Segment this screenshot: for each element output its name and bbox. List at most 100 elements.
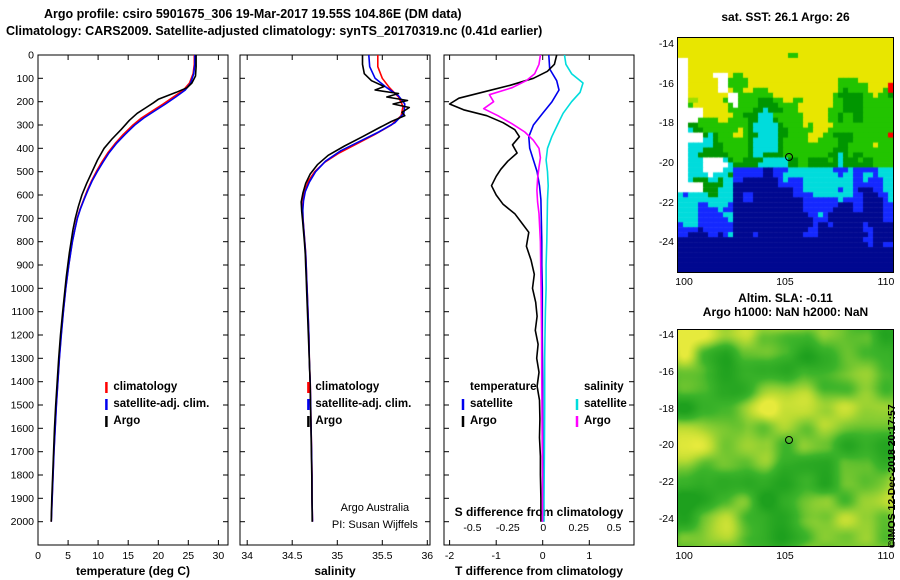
svg-text:10: 10 — [92, 550, 104, 562]
sla_map-lon-tick-label: 105 — [776, 550, 794, 562]
sla_map-lat-tick-label: -18 — [658, 402, 674, 415]
plot-frame — [239, 54, 431, 546]
svg-text:0.5: 0.5 — [607, 522, 622, 534]
svg-text:34: 34 — [241, 550, 253, 562]
sla-map — [677, 329, 894, 547]
temperature-panel: 0 5 10 15 20 25 300100200300400500600700800900… — [11, 50, 229, 578]
sla_map-lat-tick-label: -24 — [658, 512, 674, 525]
svg-text:1400: 1400 — [11, 376, 35, 388]
svg-text:climatology: climatology — [113, 381, 178, 393]
svg-text:Argo: Argo — [315, 415, 342, 427]
series-t-diff-argo — [448, 54, 558, 522]
sst_map-lon-tick-label: 105 — [776, 276, 794, 288]
profile-plots: 0 5 10 15 20 25 300100200300400500600700800900… — [11, 50, 635, 578]
svg-text:35: 35 — [331, 550, 343, 562]
imos-credit: ©IMOS 12-Dec-2018 20:17:57 — [886, 404, 898, 548]
argo-position-marker — [785, 152, 794, 161]
svg-text:1500: 1500 — [11, 400, 35, 412]
svg-text:Argo: Argo — [113, 415, 140, 427]
svg-text:-1: -1 — [492, 550, 501, 562]
svg-text:700: 700 — [16, 213, 34, 225]
page-subtitle: Climatology: CARS2009. Satellite-adjuste… — [6, 24, 543, 38]
svg-text:0: 0 — [35, 550, 41, 562]
series-satellite-adj-clim — [301, 54, 406, 522]
svg-text:satellite-adj. clim.: satellite-adj. clim. — [113, 398, 209, 410]
sla-map-title: Altim. SLA: -0.11 — [738, 291, 833, 305]
sla_map-lat-tick-label: -16 — [658, 366, 674, 379]
page-title: Argo profile: csiro 5901675_306 19-Mar-2… — [44, 7, 462, 21]
sla_map-lon-tick-label: 110 — [877, 550, 895, 562]
svg-text:5: 5 — [65, 550, 71, 562]
svg-text:1300: 1300 — [11, 353, 35, 365]
s-axis-label: S difference from climatology — [455, 505, 624, 519]
svg-text:satellite: satellite — [584, 398, 627, 410]
sst_map-lat-tick-label: -18 — [658, 117, 674, 130]
svg-text:Argo: Argo — [470, 415, 497, 427]
series-climatology — [50, 55, 196, 522]
svg-text:satellite-adj. clim.: satellite-adj. clim. — [315, 398, 411, 410]
series-t-diff-satellite — [527, 54, 560, 522]
salinity-legend: climatology satellite-adj. clim. Argo — [307, 381, 411, 427]
difference-legend: temperature satellite Argo salinity satellit… — [461, 381, 627, 427]
salinity-panel: 34 34.5 35 35.5 36 salinity climatology satelli… — [239, 54, 433, 578]
sla_map-lat-tick-label: -20 — [658, 439, 674, 452]
sst_map-lon-tick-label: 110 — [877, 276, 895, 288]
sla-map-subtitle: Argo h1000: NaN h2000: NaN — [702, 305, 869, 319]
svg-text:600: 600 — [16, 190, 34, 202]
svg-text:0.25: 0.25 — [568, 522, 589, 534]
svg-text:20: 20 — [152, 550, 164, 562]
svg-text:15: 15 — [122, 550, 134, 562]
panel-annotation: Argo Australia — [341, 502, 410, 514]
svg-text:1600: 1600 — [11, 423, 35, 435]
sla_map-lon-tick-label: 100 — [675, 550, 693, 562]
x-axis-label: T difference from climatology — [455, 564, 623, 578]
sst-map — [677, 37, 894, 273]
sla_map-lat-tick-label: -14 — [658, 329, 674, 342]
x-axis-label: salinity — [314, 564, 356, 578]
svg-text:-0.25: -0.25 — [496, 522, 520, 534]
svg-text:1800: 1800 — [11, 470, 35, 482]
svg-text:34.5: 34.5 — [282, 550, 303, 562]
series-s-diff-satellite — [543, 54, 584, 522]
sst_map-lat-tick-label: -20 — [658, 156, 674, 169]
panel-annotation: PI: Susan Wijffels — [332, 519, 418, 531]
temperature-legend: climatology satellite-adj. clim. Argo — [105, 381, 209, 427]
sst-map-title: sat. SST: 26.1 Argo: 26 — [721, 10, 850, 24]
argo-position-marker — [785, 435, 794, 444]
series-argo — [300, 55, 411, 522]
plot-frame — [443, 54, 635, 546]
svg-text:0: 0 — [28, 50, 34, 62]
plot-frame — [37, 54, 229, 546]
svg-text:-2: -2 — [445, 550, 454, 562]
svg-text:0: 0 — [540, 522, 546, 534]
svg-text:climatology: climatology — [315, 381, 380, 393]
svg-text:800: 800 — [16, 236, 34, 248]
sla_map-lat-tick-label: -22 — [658, 475, 674, 488]
svg-text:-0.5: -0.5 — [463, 522, 481, 534]
svg-text:0: 0 — [540, 550, 546, 562]
sst_map-lat-tick-label: -14 — [658, 37, 674, 50]
svg-text:400: 400 — [16, 143, 34, 155]
svg-text:satellite: satellite — [470, 398, 513, 410]
svg-text:900: 900 — [16, 260, 34, 272]
svg-text:300: 300 — [16, 120, 34, 132]
series-argo — [50, 55, 197, 522]
svg-text:1700: 1700 — [11, 446, 35, 458]
svg-text:30: 30 — [213, 550, 225, 562]
series-satellite-adj-clim — [50, 55, 196, 522]
svg-text:35.5: 35.5 — [372, 550, 393, 562]
svg-text:1200: 1200 — [11, 330, 35, 342]
difference-panel: -2 -1 0 1 T difference from climatology S dif… — [443, 54, 635, 578]
svg-text:500: 500 — [16, 166, 34, 178]
sst_map-lat-tick-label: -16 — [658, 77, 674, 90]
svg-text:Argo: Argo — [584, 415, 611, 427]
x-axis-label: temperature (deg C) — [76, 564, 190, 578]
sst_map-lat-tick-label: -22 — [658, 196, 674, 209]
series-climatology — [301, 55, 404, 522]
svg-text:1100: 1100 — [11, 306, 34, 318]
svg-text:100: 100 — [16, 73, 34, 85]
svg-text:1: 1 — [586, 550, 592, 562]
svg-text:2000: 2000 — [11, 516, 35, 528]
svg-text:36: 36 — [421, 550, 433, 562]
